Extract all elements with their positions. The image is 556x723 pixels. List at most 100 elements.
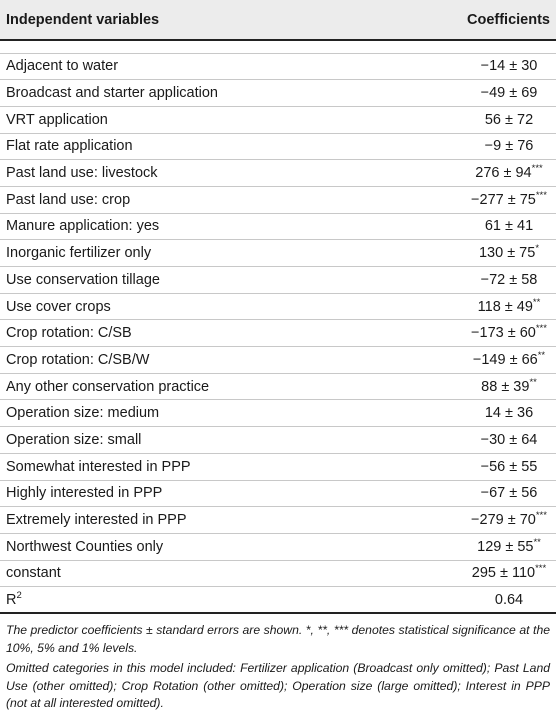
coefficient-cell: −72 ± 58 [400,266,556,294]
significance-marker: *** [531,163,543,175]
variable-name: Past land use: crop [0,186,400,214]
r-squared-letter: R [6,591,17,608]
significance-marker: *** [535,189,547,201]
table-row: Past land use: crop −277 ± 75*** [0,186,556,214]
coefficient-cell: −277 ± 75*** [400,186,556,214]
coefficient-value: 88 ± 39 [481,378,530,395]
coefficient-value: 295 ± 110 [471,565,536,582]
table-row: Any other conservation practice 88 ± 39** [0,373,556,401]
coefficient-value: 130 ± 75 [478,245,536,262]
coefficient-value: 118 ± 49 [477,298,533,315]
significance-marker: ** [533,536,541,548]
coefficient-cell: 130 ± 75* [400,239,556,267]
variable-name: Use conservation tillage [0,266,400,294]
variable-name: constant [0,560,400,588]
note-omitted-categories: Omitted categories in this model include… [6,661,550,711]
table-row: Flat rate application −9 ± 76 [0,133,556,161]
variable-name: Somewhat interested in PPP [0,453,400,481]
coefficient-value: 61 ± 41 [484,218,534,235]
variable-name: Crop rotation: C/SB/W [0,346,400,374]
coefficient-cell: 295 ± 110*** [400,560,556,588]
significance-marker: * [535,243,540,255]
variable-name: Crop rotation: C/SB [0,319,400,348]
coefficient-cell: 276 ± 94*** [400,159,556,187]
r-squared-label: R2 [0,586,400,615]
significance-marker: ** [532,296,541,308]
table-row: Past land use: livestock 276 ± 94*** [0,159,556,187]
table-row: Inorganic fertilizer only 130 ± 75* [0,239,556,267]
coefficient-value: −49 ± 69 [480,85,538,102]
coefficient-value: −9 ± 76 [484,138,534,155]
variable-name: Any other conservation practice [0,373,400,401]
variable-name: Adjacent to water [0,53,400,81]
header-independent-variables: Independent variables [6,11,160,28]
table-row: Extremely interested in PPP −279 ± 70*** [0,506,556,534]
coefficient-cell: −173 ± 60*** [400,319,556,348]
coefficient-value: 14 ± 36 [484,405,534,422]
coefficient-value: −72 ± 58 [480,271,538,288]
coefficient-value: −67 ± 56 [480,485,538,502]
coefficient-value: 129 ± 55 [477,538,534,555]
table-row: Use conservation tillage −72 ± 58 [0,266,556,294]
header-coefficients: Coefficients [467,11,550,28]
table-row: Crop rotation: C/SB/W −149 ± 66** [0,346,556,374]
coefficient-cell: 61 ± 41 [400,213,556,241]
coefficient-cell: 56 ± 72 [400,106,556,134]
variable-name: Northwest Counties only [0,533,400,561]
variable-name: Flat rate application [0,133,400,161]
variable-name: Broadcast and starter application [0,79,400,107]
variable-name: Use cover crops [0,293,400,321]
coefficient-value: 276 ± 94 [475,165,532,182]
coefficient-value: −279 ± 70 [471,512,536,529]
coefficient-value: 56 ± 72 [484,111,534,128]
coefficient-cell: −56 ± 55 [400,453,556,481]
table-row: Manure application: yes 61 ± 41 [0,213,556,241]
coefficient-value: −30 ± 64 [480,431,538,448]
coefficient-value: −14 ± 30 [480,58,538,75]
coefficient-cell: 14 ± 36 [400,399,556,428]
r-squared-row: R2 0.64 [0,586,556,615]
coefficient-cell: −30 ± 64 [400,426,556,454]
note-significance: The predictor coefficients ± standard er… [6,623,550,655]
coefficient-cell: 88 ± 39** [400,373,556,401]
variable-name: VRT application [0,106,400,134]
variable-name: Operation size: small [0,426,400,454]
coefficient-value: −56 ± 55 [480,458,538,475]
table-row: Use cover crops 118 ± 49** [0,293,556,321]
table-row: VRT application 56 ± 72 [0,106,556,134]
coefficient-cell: −14 ± 30 [400,53,556,81]
significance-marker: ** [529,376,537,388]
table-row: Broadcast and starter application −49 ± 6… [0,79,556,107]
variable-name: Past land use: livestock [0,159,400,187]
coefficient-cell: −67 ± 56 [400,480,556,508]
coefficient-value: −149 ± 66 [472,351,538,368]
coefficient-cell: −49 ± 69 [400,79,556,107]
table-notes: The predictor coefficients ± standard er… [0,614,556,713]
coefficient-cell: −279 ± 70*** [400,506,556,534]
variable-name: Inorganic fertilizer only [0,239,400,267]
table-header: Independent variables Coefficients [0,0,556,40]
variable-name: Operation size: medium [0,399,400,428]
r-squared-exponent: 2 [16,590,22,602]
significance-marker: *** [535,510,547,522]
variable-name: Manure application: yes [0,213,400,241]
table-row: Northwest Counties only 129 ± 55** [0,533,556,561]
table-body: Adjacent to water −14 ± 30 Broadcast and s… [0,40,556,615]
spacer-row [0,40,556,54]
table-row: Adjacent to water −14 ± 30 [0,53,556,81]
significance-marker: *** [535,563,547,575]
coefficient-cell: 118 ± 49** [400,293,556,321]
table-row: Operation size: medium 14 ± 36 [0,399,556,428]
variable-name: Extremely interested in PPP [0,506,400,534]
table-row: Somewhat interested in PPP −56 ± 55 [0,453,556,481]
r-squared-value: 0.64 [400,586,556,615]
table-row: Highly interested in PPP −67 ± 56 [0,480,556,508]
coefficient-value: −277 ± 75 [471,191,536,208]
table-row: Crop rotation: C/SB −173 ± 60*** [0,319,556,348]
table-row: constant 295 ± 110*** [0,560,556,588]
coefficient-cell: −9 ± 76 [400,133,556,161]
coefficient-value: −173 ± 60 [471,325,536,342]
significance-marker: ** [537,350,546,362]
coefficient-cell: 129 ± 55** [400,533,556,561]
